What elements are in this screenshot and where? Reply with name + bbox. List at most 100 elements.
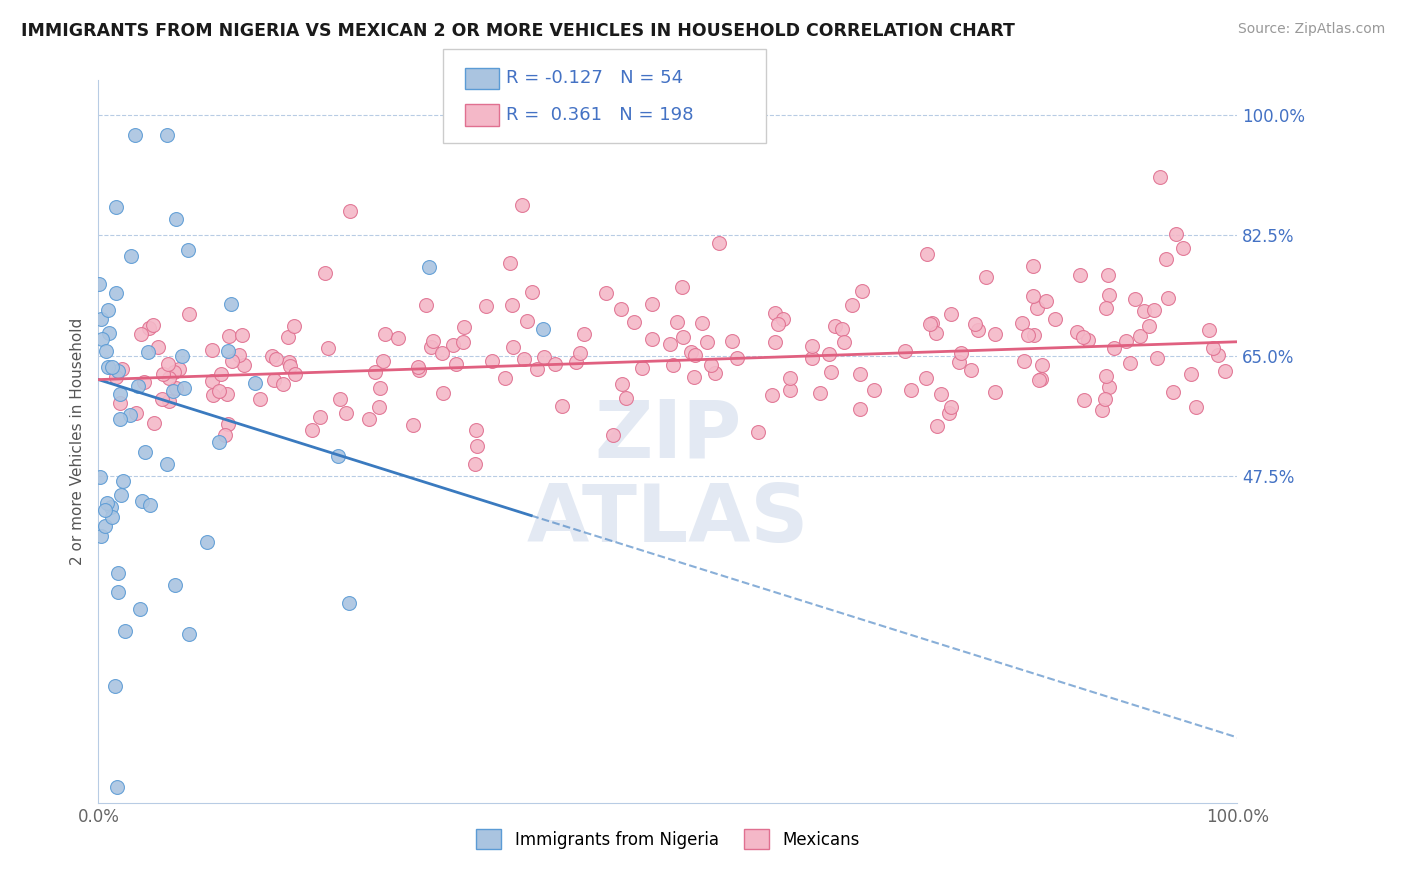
Point xyxy=(1097,268,1119,282)
Point xyxy=(202,388,225,402)
Point xyxy=(763,335,786,350)
Point xyxy=(231,328,253,343)
Point xyxy=(97,359,120,374)
Point xyxy=(432,345,454,359)
Point xyxy=(284,368,307,382)
Point xyxy=(110,386,132,401)
Point xyxy=(520,285,543,299)
Point xyxy=(662,359,685,373)
Point xyxy=(329,392,352,407)
Point xyxy=(101,510,124,524)
Point xyxy=(415,298,437,312)
Point xyxy=(138,321,160,335)
Point xyxy=(720,334,742,348)
Point xyxy=(217,343,239,358)
Point xyxy=(1095,301,1118,316)
Point xyxy=(1098,288,1121,302)
Point xyxy=(800,339,823,353)
Point xyxy=(408,363,430,377)
Point xyxy=(446,357,468,371)
Point xyxy=(526,362,548,376)
Point xyxy=(1171,241,1194,255)
Point xyxy=(1022,328,1045,343)
Point xyxy=(683,370,706,384)
Point xyxy=(1031,372,1053,386)
Point xyxy=(1025,301,1047,315)
Point xyxy=(1146,351,1168,365)
Point xyxy=(1149,169,1171,184)
Point xyxy=(266,351,288,366)
Point xyxy=(681,345,703,359)
Point xyxy=(172,349,194,363)
Point xyxy=(162,384,184,399)
Point xyxy=(163,365,186,379)
Point xyxy=(156,357,179,371)
Point xyxy=(110,362,132,376)
Point xyxy=(1028,373,1050,387)
Text: ZIP
ATLAS: ZIP ATLAS xyxy=(527,397,808,558)
Point xyxy=(498,256,520,270)
Point xyxy=(278,359,301,373)
Point xyxy=(1206,348,1229,362)
Point xyxy=(516,313,538,327)
Point xyxy=(277,330,299,344)
Point xyxy=(150,392,173,406)
Point xyxy=(683,349,706,363)
Point xyxy=(118,408,141,422)
Point xyxy=(1073,392,1095,407)
Point xyxy=(1180,367,1202,381)
Point xyxy=(779,370,801,384)
Point xyxy=(1012,353,1035,368)
Point xyxy=(127,379,149,393)
Point xyxy=(283,319,305,334)
Point xyxy=(215,387,238,401)
Point xyxy=(339,204,361,219)
Point xyxy=(214,428,236,442)
Point xyxy=(1098,379,1121,393)
Point xyxy=(245,376,267,390)
Point xyxy=(1164,227,1187,242)
Point xyxy=(817,346,839,360)
Point xyxy=(533,350,555,364)
Point xyxy=(98,326,121,340)
Text: Source: ZipAtlas.com: Source: ZipAtlas.com xyxy=(1237,22,1385,37)
Point xyxy=(841,298,863,312)
Point xyxy=(1077,333,1099,347)
Point xyxy=(1137,319,1160,334)
Point xyxy=(97,302,120,317)
Point xyxy=(249,392,271,406)
Point xyxy=(921,316,943,330)
Point xyxy=(163,578,186,592)
Point xyxy=(609,301,631,316)
Point xyxy=(165,381,187,395)
Point xyxy=(217,417,239,431)
Point xyxy=(1213,364,1236,378)
Point xyxy=(1094,369,1116,384)
Point xyxy=(672,330,695,344)
Point xyxy=(104,679,127,693)
Point xyxy=(209,367,232,381)
Point xyxy=(801,351,824,365)
Point xyxy=(195,535,218,549)
Point xyxy=(690,316,713,330)
Point xyxy=(481,354,503,368)
Point xyxy=(1035,293,1057,308)
Point xyxy=(1066,325,1088,339)
Point xyxy=(111,474,134,488)
Point xyxy=(359,411,381,425)
Point xyxy=(179,307,201,321)
Point xyxy=(824,318,846,333)
Point xyxy=(1185,400,1208,414)
Point xyxy=(107,566,129,580)
Point xyxy=(666,315,689,329)
Point xyxy=(747,425,769,440)
Point xyxy=(984,385,1007,400)
Point xyxy=(983,327,1005,342)
Point xyxy=(948,355,970,369)
Point xyxy=(90,529,112,543)
Point xyxy=(950,346,973,360)
Point xyxy=(595,285,617,300)
Point xyxy=(900,383,922,397)
Point xyxy=(1094,392,1116,406)
Point xyxy=(131,494,153,508)
